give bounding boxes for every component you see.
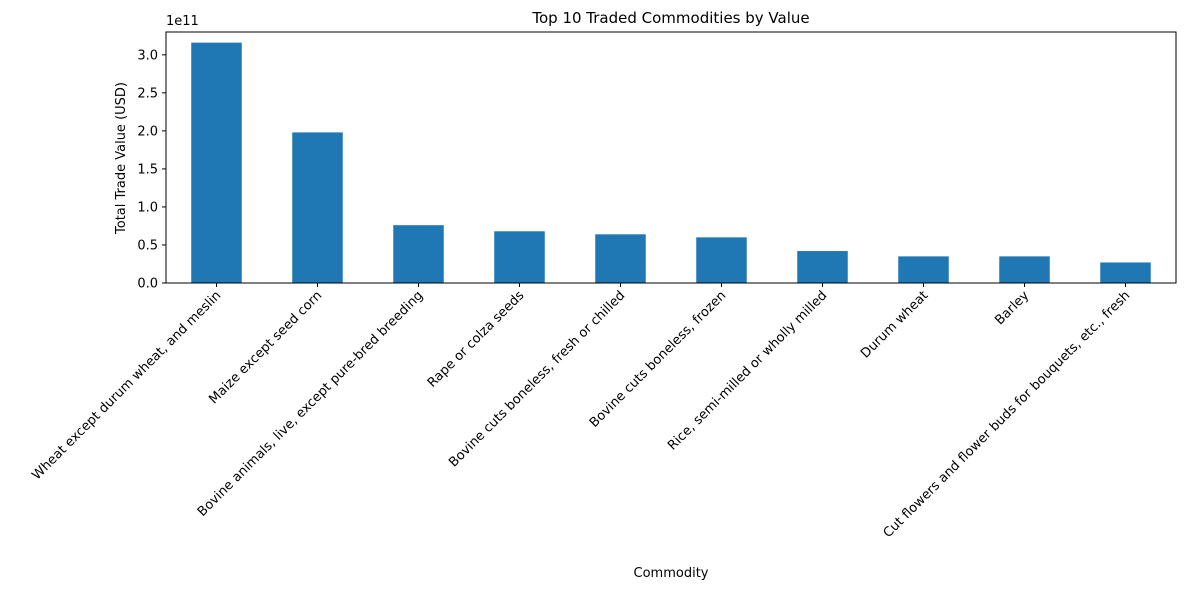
bar <box>1100 262 1151 283</box>
y-tick-label: 1.5 <box>137 162 158 177</box>
y-axis-label: Total Trade Value (USD) <box>114 82 129 235</box>
x-tick-label: Cut flowers and flower buds for bouquets… <box>881 288 1134 541</box>
y-tick-label: 0.5 <box>137 238 158 253</box>
bar <box>494 231 545 283</box>
bar <box>898 256 949 283</box>
x-tick-label: Rice, semi-milled or wholly milled <box>665 288 830 453</box>
x-axis: Wheat except durum wheat, and meslinMaiz… <box>29 283 1133 541</box>
x-tick-label: Bovine cuts boneless, fresh or chilled <box>446 288 628 470</box>
x-tick-label: Bovine animals, live, except pure-bred b… <box>195 288 426 519</box>
y-tick-label: 3.0 <box>137 48 158 63</box>
chart-title: Top 10 Traded Commodities by Value <box>531 9 809 27</box>
y-tick-label: 0.0 <box>137 277 158 292</box>
y-tick-label: 1.0 <box>137 200 158 215</box>
x-axis-label: Commodity <box>634 566 709 581</box>
bar <box>191 42 242 284</box>
x-tick-label: Maize except seed corn <box>206 288 325 407</box>
bar <box>999 256 1050 283</box>
bar <box>292 132 343 283</box>
bar <box>797 251 848 283</box>
x-tick-label: Rape or colza seeds <box>425 288 528 391</box>
y-axis: 0.0 0.5 1.0 1.5 2.0 2.5 3.0 <box>137 48 166 292</box>
x-tick-label: Wheat except durum wheat, and meslin <box>29 288 224 483</box>
x-tick-label: Barley <box>992 288 1032 328</box>
y-tick-label: 2.5 <box>137 86 158 101</box>
bar <box>393 225 444 283</box>
y-tick-label: 2.0 <box>137 124 158 139</box>
plot-frame <box>165 31 1177 284</box>
bar <box>595 234 646 283</box>
bar <box>696 237 747 283</box>
y-axis-offset-label: 1e11 <box>166 14 199 29</box>
bars-group <box>191 42 1151 284</box>
x-tick-label: Durum wheat <box>858 288 931 361</box>
